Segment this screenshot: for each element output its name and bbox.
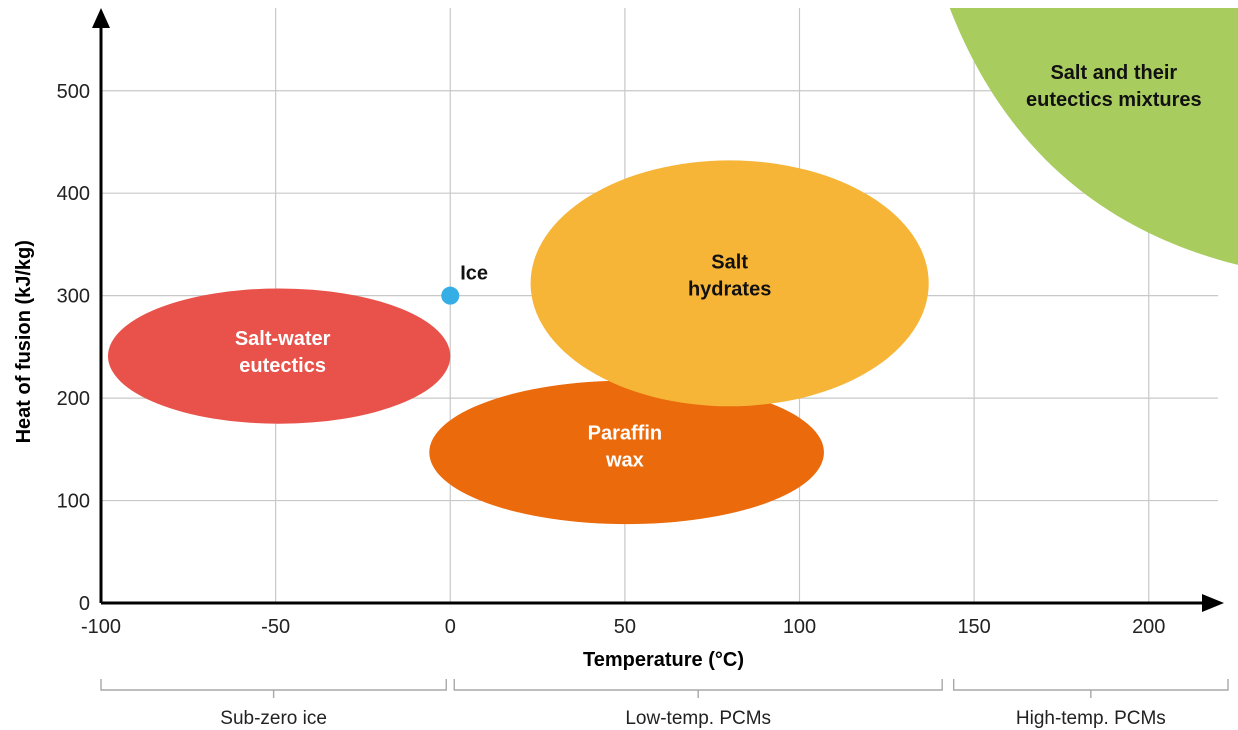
region-paraffin [429,380,824,525]
y-tick-label: 400 [57,183,90,205]
x-axis-title: Temperature (°C) [583,649,744,671]
region-label: Paraffin wax [588,422,662,471]
range-bracket [453,679,943,698]
y-axis-title: Heat of fusion (kJ/kg) [13,240,35,443]
y-tick-label: 100 [57,491,90,513]
y-tick-label: 0 [79,593,90,615]
range-bracket [952,679,1229,698]
region-salt-hydrates [530,160,929,407]
x-axis-arrow-icon [1202,594,1224,612]
region-salt-mixtures [949,8,1238,265]
x-tick-label: 50 [614,616,636,638]
x-tick-label: 150 [957,616,990,638]
x-tick-label: 100 [783,616,816,638]
y-axis-arrow-icon [92,8,110,28]
x-tick-label: -50 [261,616,290,638]
range-label: High-temp. PCMs [1016,708,1166,729]
y-tick-label: 500 [57,81,90,103]
range-label: Low-temp. PCMs [625,708,771,729]
y-tick-label: 200 [57,388,90,410]
y-tick-label: 300 [57,286,90,308]
ice-label: Ice [460,263,488,285]
range-bracket [100,679,447,698]
x-tick-label: -100 [81,616,121,638]
region-salt-water [107,288,451,424]
x-tick-label: 0 [445,616,456,638]
region-label: Salt-water eutectics [235,328,331,377]
region-label: Salt and their eutectics mixtures [1026,62,1202,111]
range-label: Sub-zero ice [220,708,327,729]
x-tick-label: 200 [1132,616,1165,638]
region-label: Salt hydrates [688,251,771,300]
ice-point [441,286,460,305]
